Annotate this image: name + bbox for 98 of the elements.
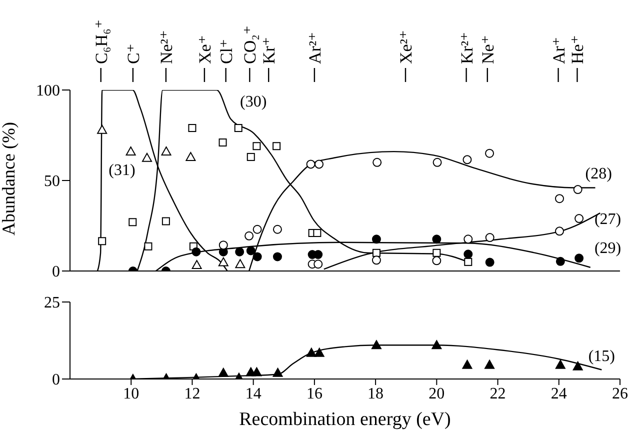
point [306, 348, 316, 357]
ref-line-label: Xe²⁺ [396, 30, 416, 64]
point [432, 234, 442, 244]
x-tick-label: 16 [306, 385, 322, 402]
point [432, 256, 442, 266]
point [555, 194, 564, 204]
point [555, 360, 566, 369]
point [218, 257, 228, 266]
y-tick-label: 50 [44, 173, 60, 190]
point [234, 124, 242, 132]
x-tick-label: 20 [428, 385, 445, 402]
point [97, 124, 108, 134]
series-label: (28) [585, 166, 612, 183]
series-label: (30) [240, 93, 267, 110]
point [218, 368, 228, 377]
point [464, 234, 473, 244]
point [272, 224, 282, 234]
point [485, 148, 494, 158]
x-tick-label: 18 [368, 385, 384, 402]
ref-line-label: Xe⁺ [195, 35, 214, 64]
x-tick-label: 12 [184, 385, 200, 402]
point [218, 240, 228, 250]
ref-line-label: Kr²⁺ [457, 32, 476, 64]
point [432, 158, 442, 167]
point [485, 258, 494, 267]
point [188, 124, 196, 132]
point [192, 247, 201, 256]
point [126, 146, 136, 156]
point [142, 152, 152, 162]
point [246, 246, 256, 256]
point [252, 224, 262, 234]
point [235, 259, 246, 268]
y-tick-label: 0 [52, 372, 60, 389]
point [306, 160, 316, 169]
point [572, 361, 583, 370]
point [314, 260, 323, 269]
point [314, 348, 324, 357]
x-tick-label: 24 [550, 385, 567, 402]
x-tick-label: 14 [245, 385, 262, 402]
ref-line-label: Cl⁺ [216, 38, 236, 64]
point [246, 152, 255, 161]
x-tick-label: 26 [612, 385, 628, 402]
point [244, 231, 254, 240]
point [371, 340, 382, 350]
point [272, 252, 282, 262]
point [372, 248, 380, 257]
point [464, 250, 473, 259]
point [313, 228, 322, 237]
point [372, 234, 381, 244]
ref-line-label: C⁺ [124, 44, 143, 64]
ref-line-label: He⁺ [568, 35, 588, 64]
ref-line-label: Ar²⁺ [305, 32, 324, 64]
point [252, 142, 261, 150]
point [432, 248, 441, 257]
point [218, 138, 227, 146]
y-axis-title: Abundance (%) [0, 122, 18, 236]
point [186, 152, 196, 161]
point [462, 155, 472, 164]
x-tick-label: 22 [490, 385, 506, 402]
point [555, 226, 564, 236]
point [144, 242, 152, 250]
point [235, 247, 244, 256]
point [485, 233, 494, 242]
point [462, 360, 472, 369]
point [573, 185, 582, 194]
point [484, 360, 495, 369]
ref-line-label: Ne⁺ [478, 35, 498, 64]
series-label: (29) [594, 240, 622, 257]
x-tick-label: 10 [123, 385, 140, 402]
point [372, 158, 382, 167]
point [161, 146, 172, 156]
point [272, 142, 281, 150]
point [556, 256, 565, 266]
y-tick-label: 0 [52, 264, 60, 281]
point [272, 368, 283, 377]
point [192, 260, 202, 270]
point [574, 214, 584, 224]
point [372, 256, 381, 265]
y-tick-label: 100 [36, 82, 60, 100]
x-axis-title: Recombination energy (eV) [239, 409, 451, 430]
point [252, 367, 262, 376]
point [574, 254, 584, 263]
point [128, 218, 137, 226]
series-label: (15) [588, 348, 615, 366]
ref-line-label: Ar⁺ [549, 37, 568, 64]
point [432, 340, 442, 350]
ref-line-label: C₆H₆⁺ [92, 20, 111, 64]
series-label: (31) [108, 162, 136, 180]
y-tick-label: 25 [44, 294, 60, 312]
series-label: (27) [594, 210, 622, 228]
point [98, 237, 106, 246]
point [252, 252, 262, 262]
point [162, 217, 170, 226]
point [314, 160, 324, 169]
ref-line-label: CO₂⁺ [240, 25, 260, 64]
ref-line-label: Kr⁺ [260, 37, 279, 64]
ref-line-label: Ne²⁺ [156, 30, 176, 64]
point [464, 258, 472, 266]
